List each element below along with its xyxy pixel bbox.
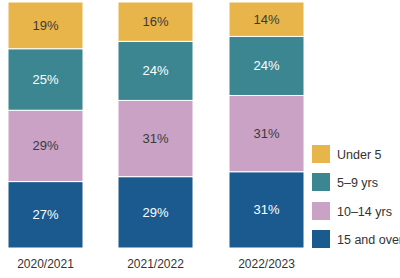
data-label: 27% [32, 207, 58, 222]
bar-segment [229, 95, 304, 171]
category-label: 2020/2021 [17, 257, 74, 271]
legend-label: 15 and over [337, 233, 400, 247]
bar-segment [118, 177, 193, 248]
chart-container: 27% 29% 25% 19% 29% 31% 24% 16% 31% 31% 24% 14% 2020… [0, 0, 400, 278]
legend-swatch [312, 173, 330, 191]
data-label: 25% [32, 72, 58, 87]
data-label: 29% [32, 138, 58, 153]
bar-segment [8, 2, 83, 49]
bar-segment [8, 182, 83, 248]
chart-svg: 27% 29% 25% 19% 29% 31% 24% 16% 31% 31% 24% 14% 2020… [0, 0, 400, 278]
bar-segment [118, 2, 193, 41]
legend-swatch [312, 230, 330, 248]
bar-segment [229, 36, 304, 95]
bar-segment [8, 49, 83, 111]
x-axis-labels: 2020/2021 2021/2022 2022/2023 [17, 257, 295, 271]
bar-segment [118, 100, 193, 176]
data-label: 14% [253, 12, 279, 27]
legend: Under 5 5–9 yrs 10–14 yrs 15 and over [312, 145, 400, 248]
category-label: 2022/2023 [238, 257, 295, 271]
category-label: 2021/2022 [127, 257, 184, 271]
data-label: 31% [253, 126, 279, 141]
data-label: 16% [142, 14, 168, 29]
data-label: 31% [142, 131, 168, 146]
bar-segment [118, 41, 193, 100]
bar-segment [229, 2, 304, 36]
bar-segment [8, 110, 83, 181]
bars [8, 2, 304, 248]
data-label: 24% [142, 63, 168, 78]
legend-label: Under 5 [337, 148, 382, 162]
legend-swatch [312, 145, 330, 163]
bar-segment [229, 172, 304, 248]
data-label: 31% [253, 202, 279, 217]
data-labels: 27% 29% 25% 19% 29% 31% 24% 16% 31% 31% 24% 14% [32, 12, 279, 223]
data-label: 29% [142, 205, 168, 220]
legend-label: 10–14 yrs [337, 205, 392, 219]
data-label: 24% [253, 58, 279, 73]
data-label: 19% [32, 18, 58, 33]
legend-swatch [312, 202, 330, 220]
legend-label: 5–9 yrs [337, 176, 378, 190]
